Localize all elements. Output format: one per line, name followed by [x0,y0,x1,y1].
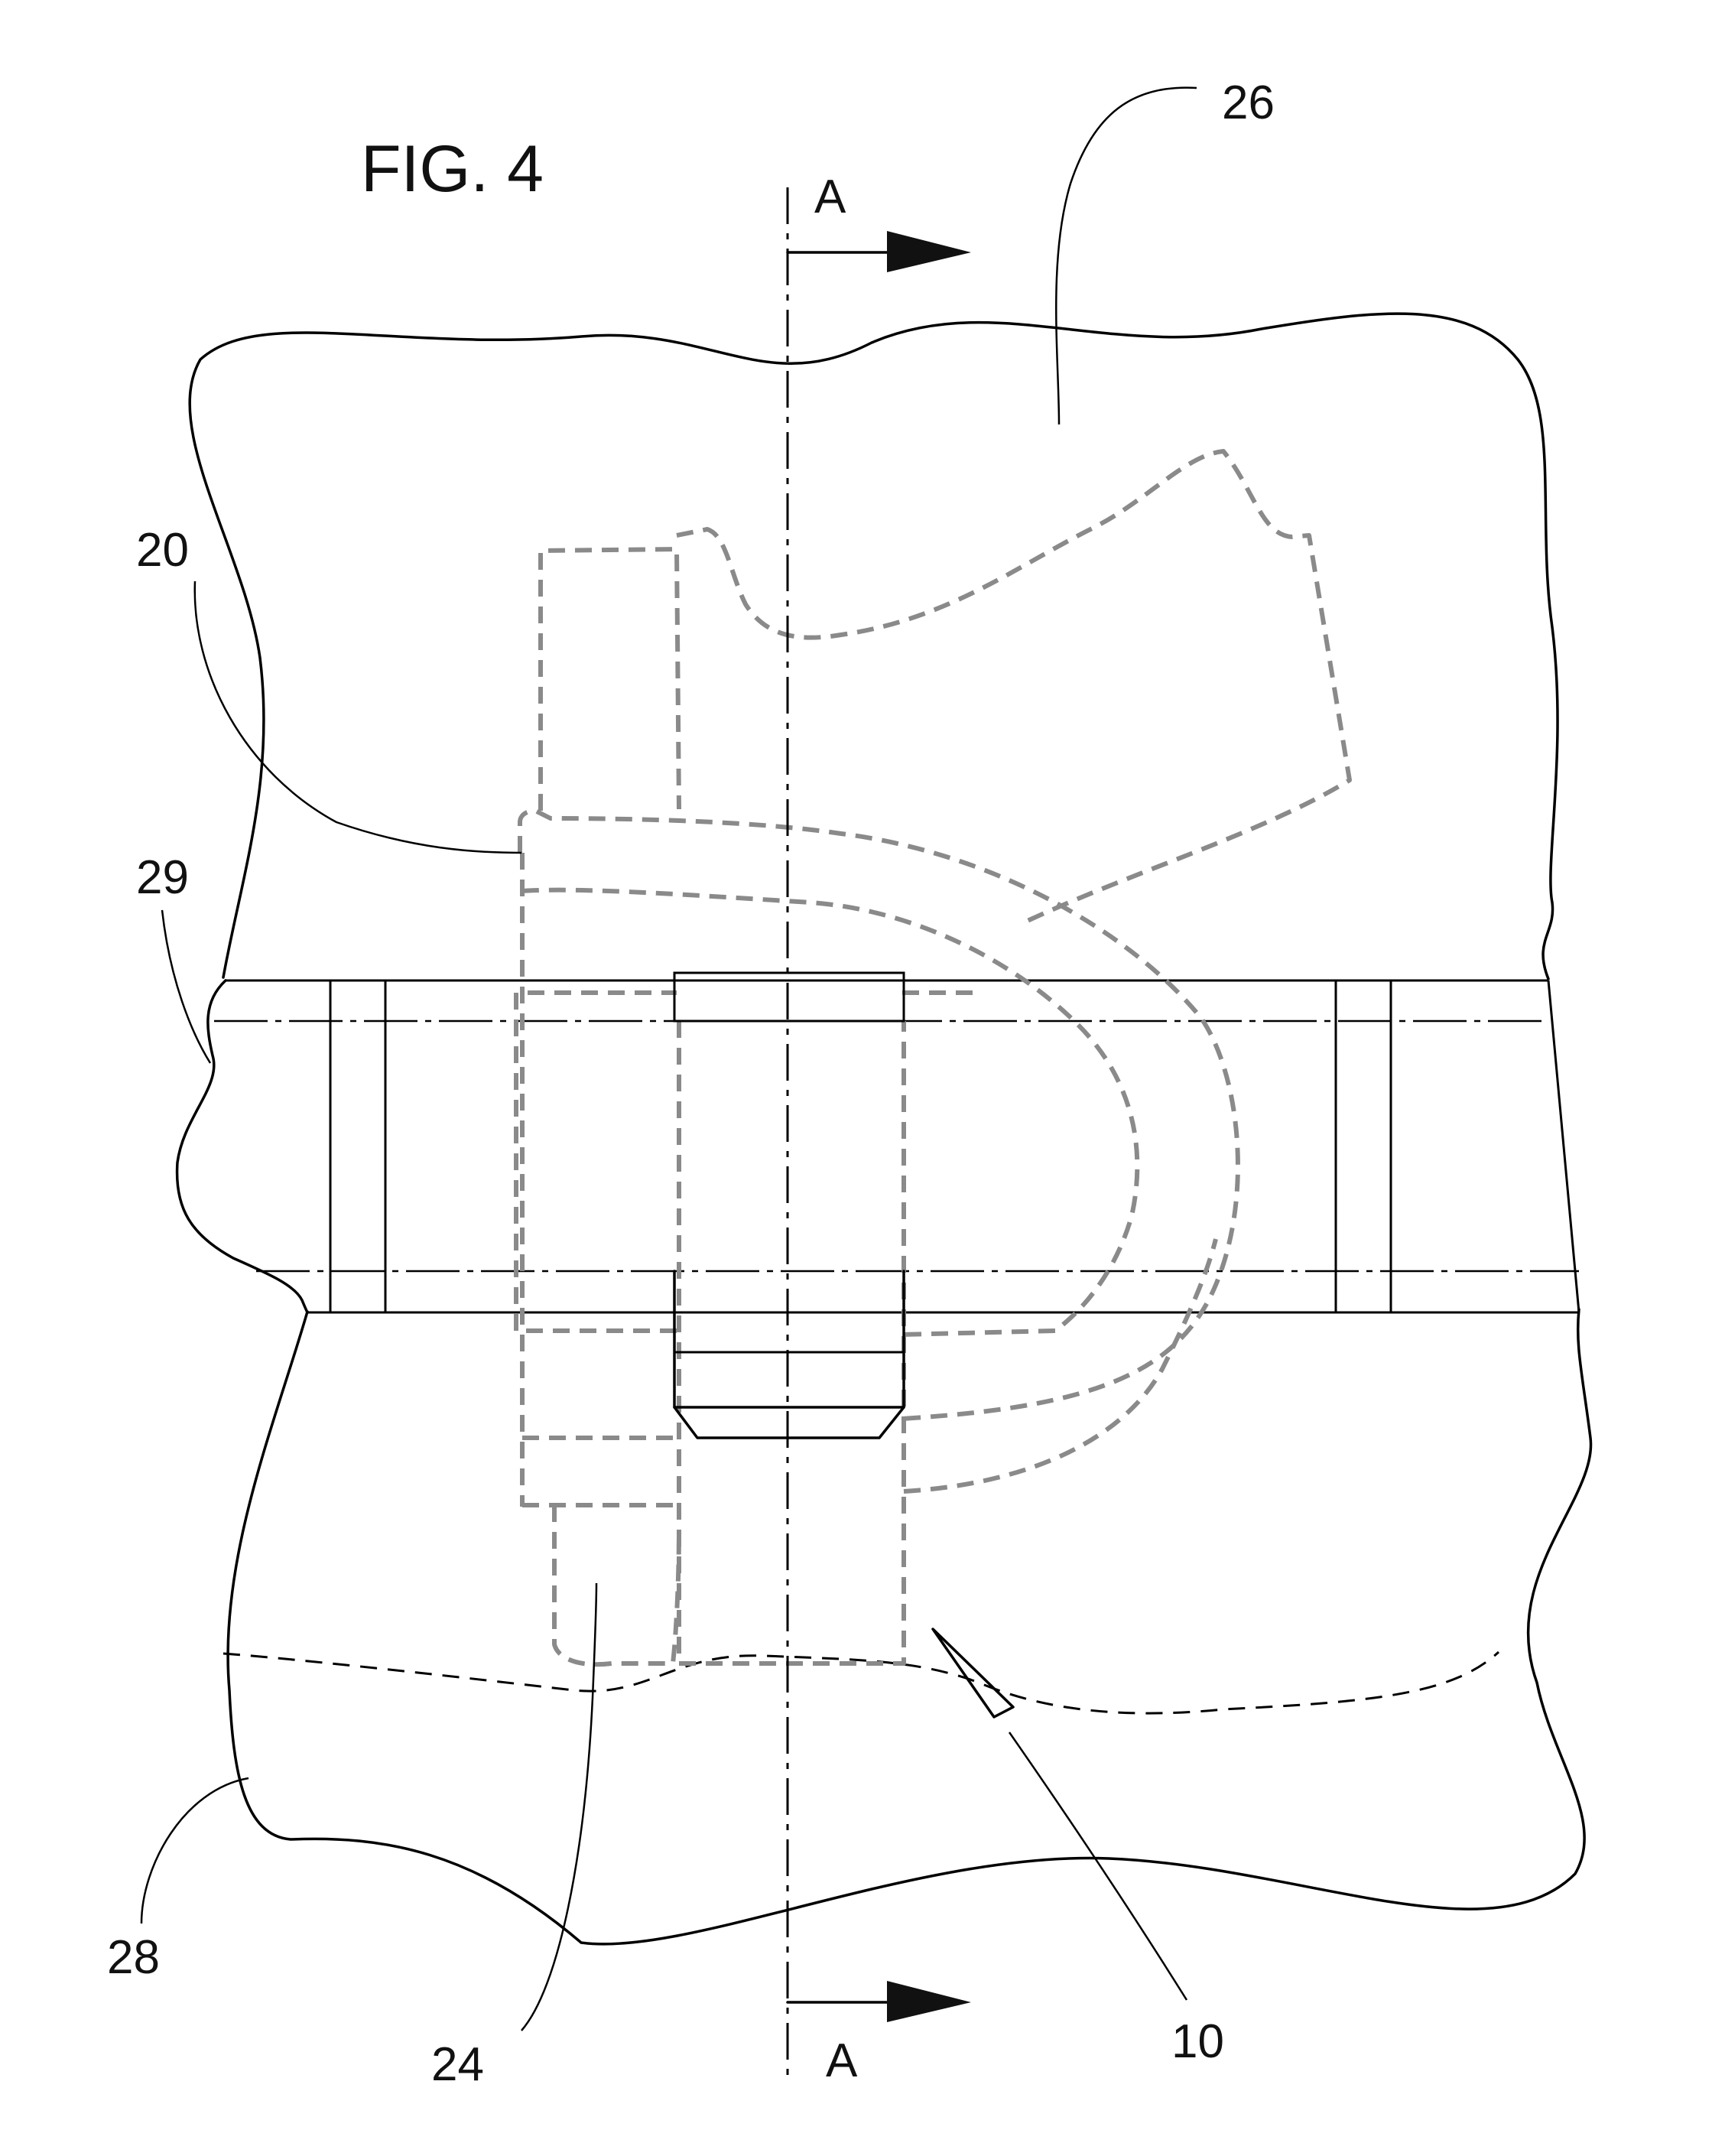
section-label-top: A [814,171,846,223]
ref-29: 29 [136,851,189,904]
ref-28: 28 [107,1931,160,1984]
holster-grip-outline [677,451,1350,924]
leader-26 [1056,88,1197,424]
belt-right-end [1548,980,1579,1312]
belt-loop-left [330,980,385,1312]
holster-toe [554,1505,679,1664]
holster-inner-curve [522,890,1137,1335]
lower-region-outline [228,1309,1591,1944]
ref-10: 10 [1171,2015,1224,2068]
upper-region-outline [190,314,1558,979]
lower-region-hidden-edge [223,1652,1499,1713]
leader-29 [162,910,210,1063]
leader-20 [195,581,521,853]
holster-outer-curve [520,811,1238,1419]
section-arrowhead-bottom [887,1981,971,2022]
section-label-bottom: A [826,2034,858,2087]
belt-left-end [177,980,307,1312]
holster-rect-left [516,993,677,1331]
leader-28 [141,1778,249,1923]
ref-24: 24 [431,2038,484,2091]
section-arrowhead-top [887,231,971,272]
leader-10 [1009,1732,1187,2000]
belt-clip-bottom [674,1271,904,1407]
holster-upper-outline [541,549,679,811]
holster-vertical-left [679,1021,904,1663]
figure-title: FIG. 4 [361,132,544,206]
ref-20: 20 [136,524,189,577]
belt-clip-tip [674,1407,904,1438]
holster-curve-bottom [904,1239,1216,1491]
holster-flap-step [522,1438,677,1505]
belt-loop-right [1336,980,1391,1312]
ref-26: 26 [1222,76,1275,129]
